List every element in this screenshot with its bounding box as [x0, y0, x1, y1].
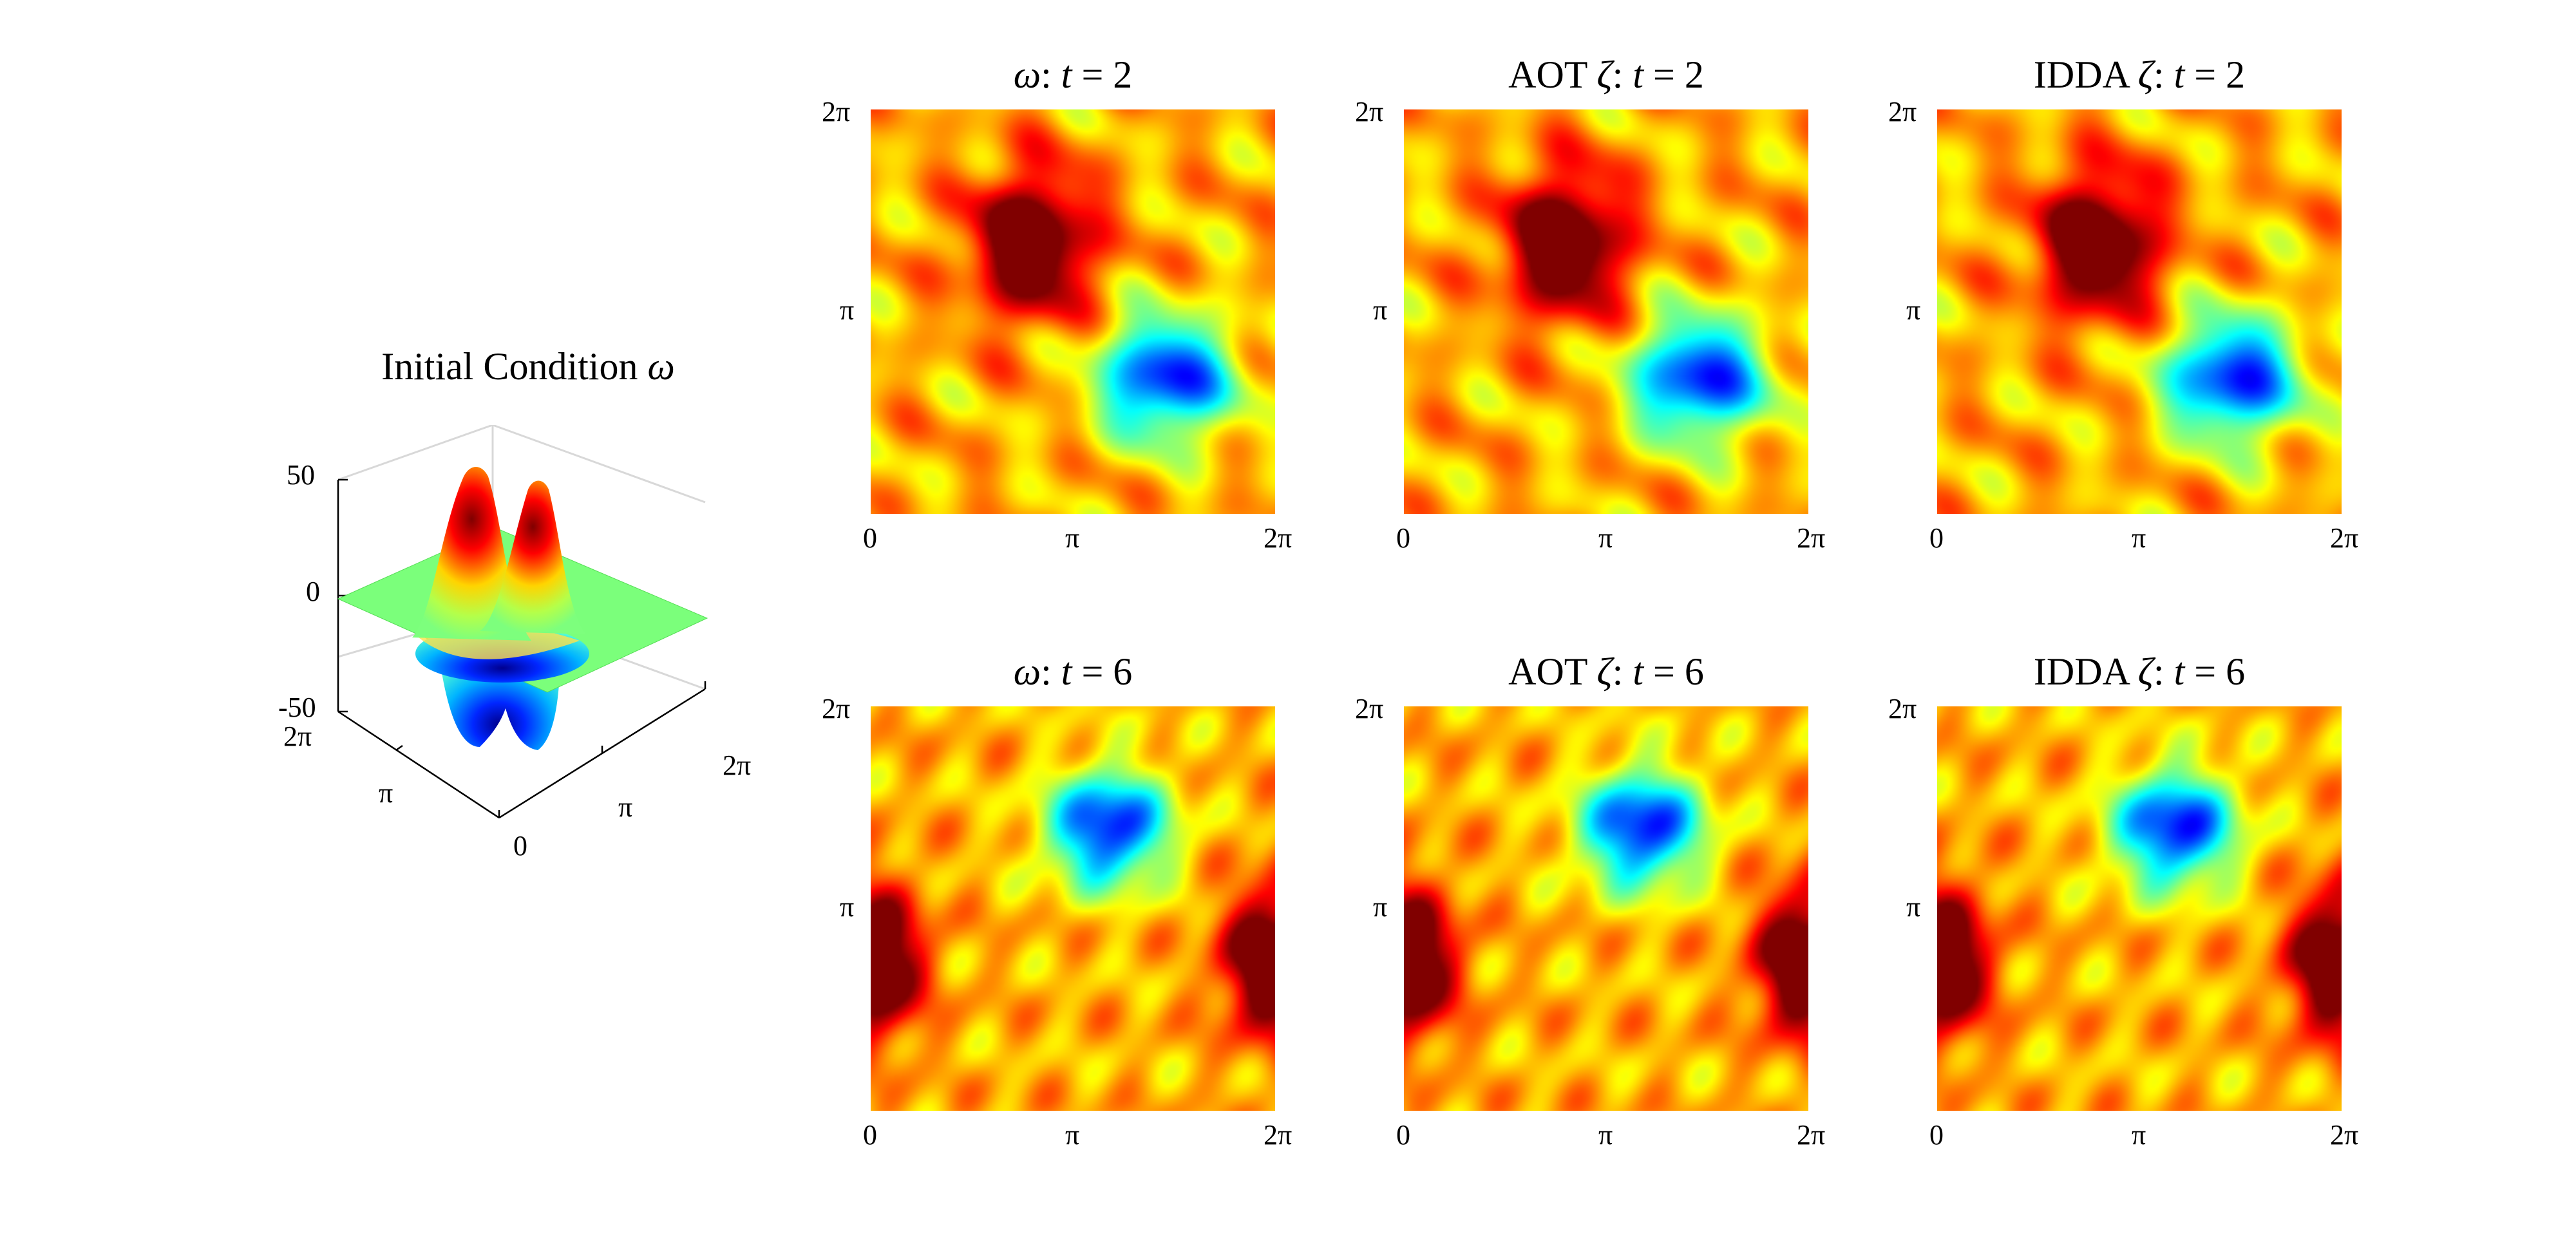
panel-5-xtick-pi: π — [2132, 1119, 2146, 1151]
surface-ytick-2pi: 2π — [283, 721, 312, 752]
panel-title-rest: = 2 — [2184, 53, 2246, 96]
panel-title-tvar: t — [2174, 650, 2185, 693]
heatmap-5 — [1937, 706, 2342, 1111]
panel-title-tvar: t — [1633, 650, 1644, 693]
panel-0-ytick-2pi: 2π — [822, 96, 851, 127]
panel-5-ytick-2pi: 2π — [1888, 693, 1917, 724]
panel-4-xtick-0: 0 — [1396, 1119, 1410, 1151]
panel-title-suffix: : — [1041, 53, 1061, 96]
initial-title-text: Initial Condition — [381, 345, 648, 388]
panel-title-rest: = 2 — [1072, 53, 1133, 96]
panel-title-prefix: AOT — [1508, 53, 1597, 96]
heatmap-4 — [1404, 706, 1808, 1111]
panel-2-ytick-pi: π — [1906, 294, 1921, 326]
panel-title-symbol: ζ — [2137, 650, 2154, 693]
panel-title-symbol: ζ — [1596, 53, 1613, 96]
surface-peak-right — [480, 480, 586, 634]
panel-title-prefix: AOT — [1508, 650, 1597, 693]
panel-title-symbol: ω — [1013, 650, 1041, 693]
surface-ytick-pi: π — [379, 777, 393, 809]
panel-5-ytick-pi: π — [1906, 891, 1921, 923]
panel-5-xtick-2pi: 2π — [2330, 1119, 2359, 1151]
panel-2-xtick-2pi: 2π — [2330, 522, 2359, 554]
panel-title-suffix: : — [1612, 53, 1633, 96]
panel-0-xtick-pi: π — [1065, 522, 1080, 554]
panel-4-xtick-pi: π — [1598, 1119, 1613, 1151]
heatmap-0 — [871, 109, 1275, 514]
panel-3-xtick-pi: π — [1065, 1119, 1080, 1151]
surface-ztick-50: 50 — [287, 459, 315, 491]
panel-title-prefix: IDDA — [2033, 53, 2138, 96]
heatmap-1 — [1404, 109, 1808, 514]
panel-4-ytick-2pi: 2π — [1355, 693, 1384, 724]
panel-0-xtick-2pi: 2π — [1264, 522, 1293, 554]
panel-title-symbol: ω — [1013, 53, 1041, 96]
panel-title-rest: = 6 — [2184, 650, 2246, 693]
panel-title-1: AOT ζ: t = 2 — [1340, 53, 1873, 97]
surface-ztick-neg50: -50 — [278, 692, 316, 723]
surface-axes — [337, 478, 706, 819]
panel-title-prefix: IDDA — [2033, 650, 2138, 693]
initial-condition-title: Initial Condition ω — [303, 344, 753, 389]
panel-title-symbol: ζ — [1596, 650, 1613, 693]
panel-title-0: ω: t = 2 — [806, 53, 1340, 97]
panel-title-suffix: : — [2153, 650, 2174, 693]
panel-1-xtick-0: 0 — [1396, 522, 1410, 554]
panel-2-ytick-2pi: 2π — [1888, 96, 1917, 127]
panel-3-xtick-0: 0 — [863, 1119, 877, 1151]
panel-2-xtick-pi: π — [2132, 522, 2146, 554]
panel-4-ytick-pi: π — [1373, 891, 1388, 923]
panel-0-xtick-0: 0 — [863, 522, 877, 554]
panel-title-4: AOT ζ: t = 6 — [1340, 650, 1873, 694]
panel-title-5: IDDA ζ: t = 6 — [1873, 650, 2406, 694]
panel-3-xtick-2pi: 2π — [1264, 1119, 1293, 1151]
panel-title-suffix: : — [2153, 53, 2174, 96]
panel-title-2: IDDA ζ: t = 2 — [1873, 53, 2406, 97]
panel-4-xtick-2pi: 2π — [1797, 1119, 1826, 1151]
panel-title-suffix: : — [1041, 650, 1061, 693]
panel-title-suffix: : — [1612, 650, 1633, 693]
panel-title-3: ω: t = 6 — [806, 650, 1340, 694]
surface-xtick-0: 0 — [513, 830, 527, 862]
heatmap-3 — [871, 706, 1275, 1111]
panel-title-tvar: t — [1633, 53, 1644, 96]
panel-0-ytick-pi: π — [840, 294, 855, 326]
surface-xtick-2pi: 2π — [723, 750, 752, 781]
panel-1-ytick-2pi: 2π — [1355, 96, 1384, 127]
panel-1-xtick-pi: π — [1598, 522, 1613, 554]
surface-xtick-pi: π — [618, 791, 633, 823]
panel-1-xtick-2pi: 2π — [1797, 522, 1826, 554]
panel-title-tvar: t — [1061, 650, 1072, 693]
panel-title-tvar: t — [1061, 53, 1072, 96]
surface-ztick-0: 0 — [306, 576, 320, 607]
panel-2-xtick-0: 0 — [1929, 522, 1944, 554]
panel-5-xtick-0: 0 — [1929, 1119, 1944, 1151]
initial-title-symbol: ω — [647, 345, 675, 388]
panel-title-rest: = 2 — [1643, 53, 1704, 96]
panel-title-rest: = 6 — [1643, 650, 1704, 693]
panel-title-tvar: t — [2174, 53, 2185, 96]
surface-svg — [337, 425, 708, 819]
initial-condition-surface — [277, 425, 779, 844]
panel-3-ytick-2pi: 2π — [822, 693, 851, 724]
panel-1-ytick-pi: π — [1373, 294, 1388, 326]
heatmap-2 — [1937, 109, 2342, 514]
panel-3-ytick-pi: π — [840, 891, 855, 923]
panel-title-symbol: ζ — [2137, 53, 2154, 96]
panel-title-rest: = 6 — [1072, 650, 1133, 693]
